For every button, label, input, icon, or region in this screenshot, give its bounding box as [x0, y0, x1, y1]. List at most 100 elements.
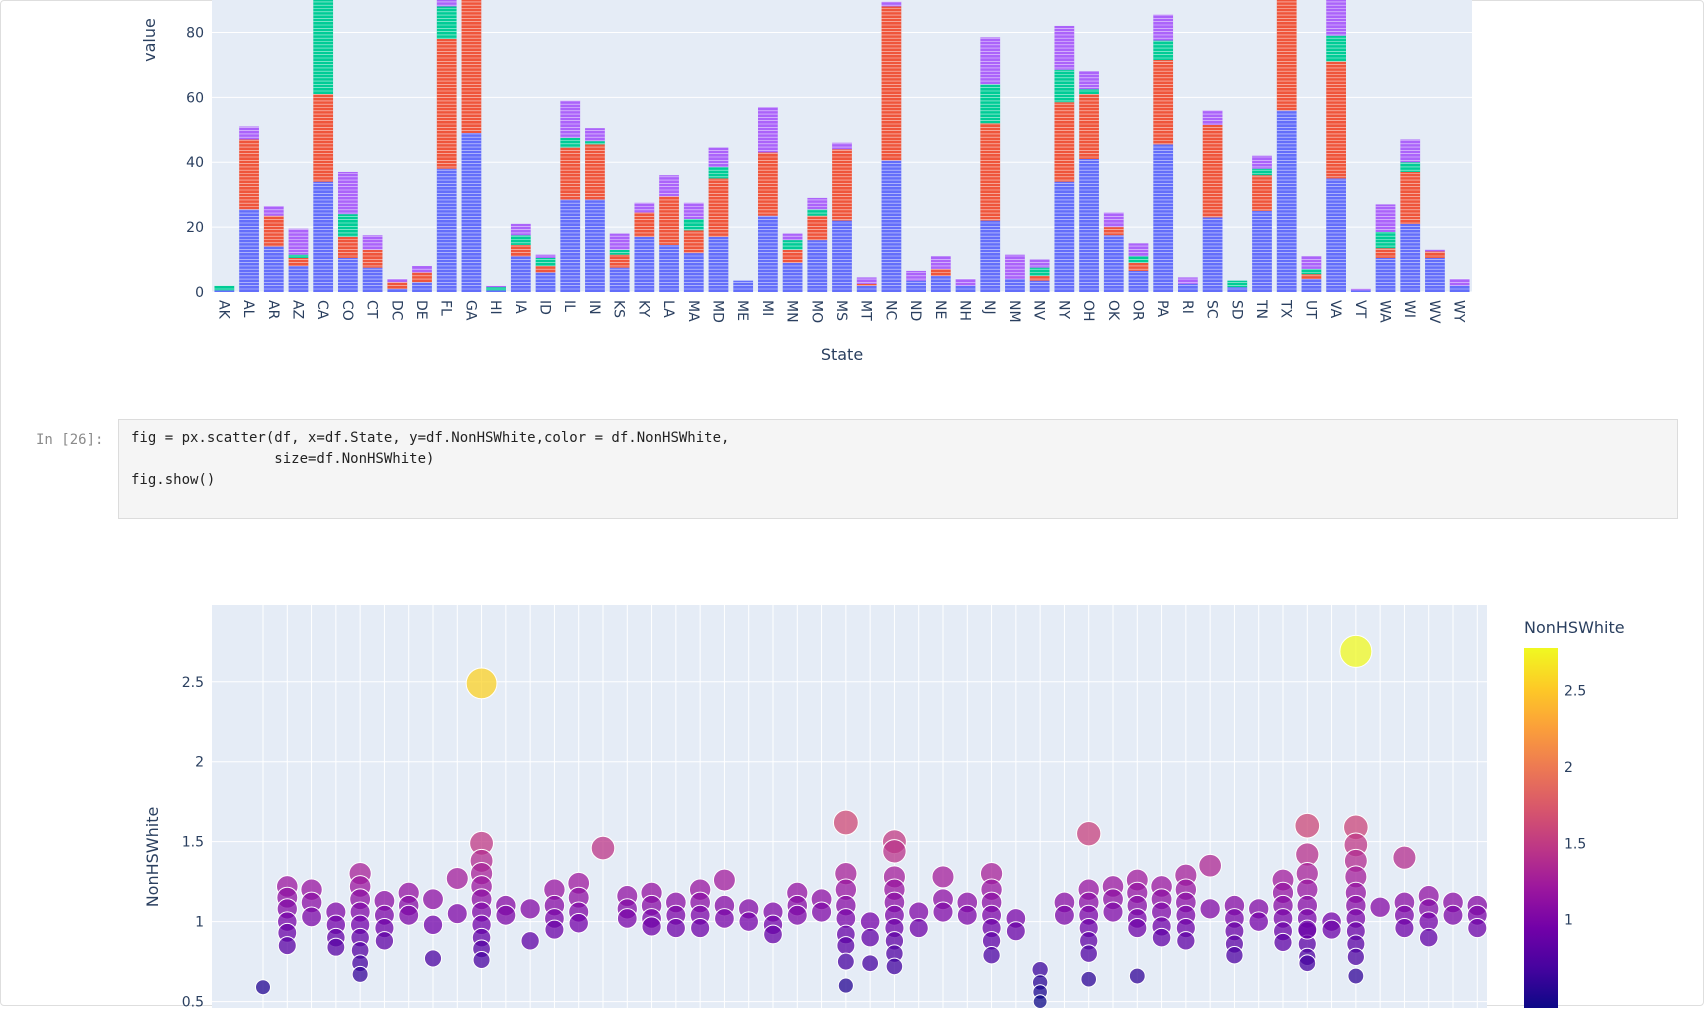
scatter-point-dc[interactable] — [423, 915, 442, 934]
bar-segment-ia-1[interactable] — [511, 245, 531, 256]
bar-segment-mt-3[interactable] — [857, 277, 877, 283]
scatter-point-ia[interactable] — [545, 920, 564, 939]
scatter-point-dc[interactable] — [423, 889, 444, 910]
bar-segment-fl-1[interactable] — [437, 39, 457, 169]
scatter-point-mo[interactable] — [837, 953, 854, 970]
bar-segment-ct-0[interactable] — [363, 268, 383, 292]
stacked-bar-chart[interactable]: 0 20 40 60 80 AK AL AR AZ CA CO CT DC DE FL GA HI IA ID IL I… — [0, 0, 1706, 380]
scatter-point-ma[interactable] — [713, 869, 735, 891]
scatter-point-tx[interactable] — [1295, 813, 1320, 838]
bar-segment-ri-0[interactable] — [1178, 284, 1198, 292]
bar-segment-ok-1[interactable] — [1104, 227, 1124, 235]
bar-segment-ca-0[interactable] — [313, 182, 333, 292]
scatter-point-ca[interactable] — [352, 966, 368, 982]
bar-segment-wi-0[interactable] — [1400, 224, 1420, 292]
scatter-chart[interactable]: 0.5 1 1.5 2 2.5 NonHSWhite NonHSWhite 1 1.5 2 2.5 — [0, 560, 1706, 1008]
bar-segment-pa-2[interactable] — [1153, 41, 1173, 60]
scatter-point-az[interactable] — [327, 938, 345, 956]
bar-segment-vt-0[interactable] — [1351, 290, 1371, 292]
bar-segment-oh-0[interactable] — [1079, 159, 1099, 292]
scatter-point-ky[interactable] — [666, 918, 685, 937]
bar-segment-ks-2[interactable] — [610, 250, 630, 255]
scatter-point-nd[interactable] — [932, 866, 954, 888]
scatter-point-ak[interactable] — [256, 980, 271, 995]
scatter-point-ut[interactable] — [1322, 920, 1341, 939]
scatter-point-ne[interactable] — [957, 905, 977, 925]
bar-segment-ok-0[interactable] — [1104, 235, 1124, 292]
bar-segment-il-2[interactable] — [560, 138, 580, 148]
bar-segment-pa-1[interactable] — [1153, 60, 1173, 144]
bar-segment-mn-0[interactable] — [783, 263, 803, 292]
bar-segment-nj-1[interactable] — [980, 123, 1000, 220]
bar-segment-nm-3[interactable] — [1005, 255, 1025, 279]
scatter-point-me[interactable] — [764, 925, 783, 944]
bar-segment-ky-0[interactable] — [634, 237, 654, 292]
bar-segment-sd-2[interactable] — [1227, 281, 1247, 287]
bar-segment-ga-1[interactable] — [462, 0, 482, 133]
bar-segment-ma-2[interactable] — [684, 219, 704, 230]
scatter-point-wy[interactable] — [1468, 918, 1487, 937]
bar-segment-tn-2[interactable] — [1252, 169, 1272, 175]
scatter-point-ny[interactable] — [1080, 945, 1097, 962]
scatter-point-nj[interactable] — [1006, 922, 1025, 941]
bar-segment-ne-0[interactable] — [931, 276, 951, 292]
bar-segment-mo-2[interactable] — [807, 209, 827, 215]
scatter-point-va[interactable] — [1347, 948, 1364, 965]
scatter-point-de[interactable] — [446, 867, 468, 889]
scatter-point-ny[interactable] — [1077, 822, 1101, 846]
scatter-point-mo[interactable] — [833, 810, 858, 835]
scatter-point-mo[interactable] — [837, 937, 855, 955]
bar-segment-nv-1[interactable] — [1030, 276, 1050, 281]
bar-segment-nj-0[interactable] — [980, 221, 1000, 292]
scatter-point-hi[interactable] — [520, 899, 540, 919]
bar-segment-wa-0[interactable] — [1376, 258, 1396, 292]
bar-segment-wv-0[interactable] — [1425, 258, 1445, 292]
bar-segment-mn-2[interactable] — [783, 240, 803, 250]
bar-segment-wv-3[interactable] — [1425, 250, 1445, 252]
bar-segment-oh-2[interactable] — [1079, 89, 1099, 94]
scatter-point-ok[interactable] — [1128, 918, 1147, 937]
bar-segment-la-1[interactable] — [659, 196, 679, 245]
scatter-point-mt[interactable] — [883, 840, 906, 863]
scatter-point-mn[interactable] — [812, 902, 832, 922]
bar-segment-mt-1[interactable] — [857, 284, 877, 286]
scatter-point-vt[interactable] — [1370, 897, 1390, 917]
scatter-point-de[interactable] — [447, 904, 467, 924]
bar-segment-al-3[interactable] — [239, 127, 259, 140]
bar-segment-al-0[interactable] — [239, 209, 259, 292]
bar-segment-md-1[interactable] — [709, 178, 729, 236]
scatter-point-ri[interactable] — [1199, 854, 1222, 877]
bar-segment-az-2[interactable] — [289, 255, 309, 258]
bar-segment-co-2[interactable] — [338, 214, 358, 237]
bar-segment-pa-0[interactable] — [1153, 144, 1173, 292]
bar-segment-nv-2[interactable] — [1030, 268, 1050, 276]
bar-segment-tx-0[interactable] — [1277, 110, 1297, 292]
bar-segment-ny-0[interactable] — [1054, 182, 1074, 292]
bar-segment-oh-1[interactable] — [1079, 94, 1099, 159]
bar-segment-ia-0[interactable] — [511, 256, 531, 292]
bar-segment-fl-3[interactable] — [437, 0, 457, 6]
scatter-point-tx[interactable] — [1298, 920, 1317, 939]
bar-segment-ky-3[interactable] — [634, 203, 654, 213]
bar-segment-dc-3[interactable] — [387, 279, 407, 282]
bar-segment-ak-2[interactable] — [214, 286, 234, 291]
bar-segment-il-3[interactable] — [560, 101, 580, 138]
bar-segment-nj-3[interactable] — [980, 37, 1000, 84]
bar-segment-nc-3[interactable] — [882, 2, 902, 7]
bar-segment-sc-0[interactable] — [1203, 217, 1223, 292]
bar-segment-de-1[interactable] — [412, 273, 432, 283]
code-cell[interactable]: In [26]: fig = px.scatter(df, x=df.State… — [0, 406, 1706, 522]
scatter-point-wv[interactable] — [1443, 905, 1463, 925]
scatter-point-ga[interactable] — [496, 905, 516, 925]
scatter-point-or[interactable] — [1152, 928, 1171, 947]
scatter-point-co[interactable] — [375, 932, 393, 950]
scatter-point-ar[interactable] — [302, 907, 322, 927]
bar-segment-ms-0[interactable] — [832, 221, 852, 292]
bar-segment-ar-1[interactable] — [264, 216, 284, 247]
scatter-point-ms[interactable] — [862, 955, 879, 972]
bar-segment-wa-2[interactable] — [1376, 232, 1396, 248]
scatter-point-pa[interactable] — [1177, 932, 1195, 950]
bar-segment-ri-3[interactable] — [1178, 277, 1198, 283]
scatter-point-al[interactable] — [278, 937, 296, 955]
scatter-point-sc[interactable] — [1226, 947, 1243, 964]
